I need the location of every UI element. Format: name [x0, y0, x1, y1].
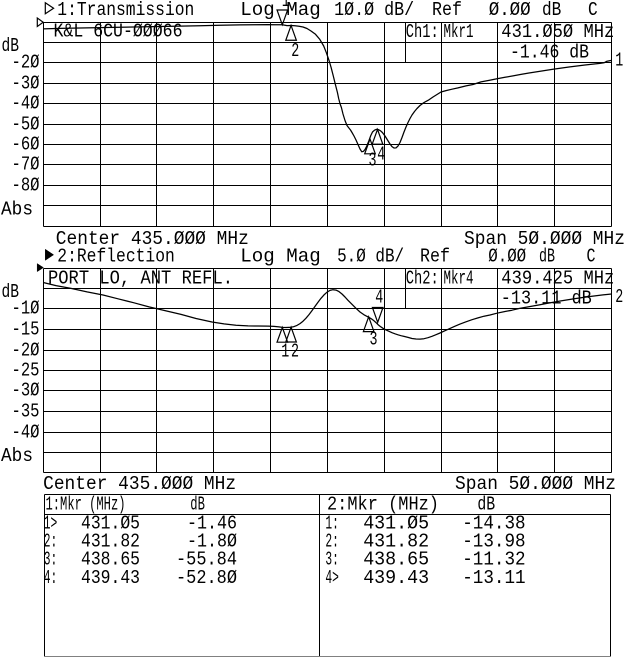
svg-text:-2Ø: -2Ø — [12, 52, 40, 74]
svg-text:439.425 MHz: 439.425 MHz — [501, 268, 614, 290]
svg-text:3: 3 — [370, 329, 378, 351]
svg-text:C: C — [587, 246, 596, 268]
svg-text:431.Ø5Ø MHz: 431.Ø5Ø MHz — [501, 21, 614, 43]
svg-text:1:Transmission: 1:Transmission — [57, 0, 194, 21]
svg-text:dB: dB — [2, 281, 20, 303]
svg-text:3: 3 — [369, 150, 377, 172]
svg-text:dB: dB — [477, 494, 495, 516]
svg-text:-1Ø: -1Ø — [12, 298, 40, 320]
svg-text:dB: dB — [539, 246, 555, 268]
svg-text:-52.8Ø: -52.8Ø — [176, 567, 237, 589]
svg-text:Ø.ØØ: Ø.ØØ — [489, 0, 531, 21]
svg-text:-25: -25 — [12, 360, 40, 382]
svg-text:4: 4 — [375, 286, 383, 308]
svg-text:431.Ø5: 431.Ø5 — [363, 513, 429, 535]
svg-text:-5Ø: -5Ø — [12, 114, 40, 136]
svg-text:PORT LO, ANT REFL.: PORT LO, ANT REFL. — [48, 267, 233, 289]
svg-text:4:: 4: — [44, 567, 58, 589]
svg-text:-1.46: -1.46 — [187, 513, 237, 535]
svg-text:1:Mkr (MHz): 1:Mkr (MHz) — [46, 494, 126, 516]
svg-text:3:: 3: — [44, 549, 58, 571]
svg-text:Span 5Ø.ØØØ MHz: Span 5Ø.ØØØ MHz — [455, 473, 616, 495]
svg-text:2:: 2: — [325, 531, 339, 553]
svg-text:K&L 6CU-ØØØ66: K&L 6CU-ØØØ66 — [54, 20, 183, 42]
svg-text:Ch1:: Ch1: — [406, 21, 439, 43]
svg-text:Ch2:: Ch2: — [406, 268, 439, 290]
svg-text:431.Ø5: 431.Ø5 — [81, 513, 140, 535]
svg-text:2:: 2: — [44, 531, 58, 553]
svg-text:431.82: 431.82 — [81, 531, 140, 553]
svg-text:C: C — [588, 0, 598, 21]
svg-text:Abs: Abs — [1, 198, 33, 220]
svg-text:5.Ø dB/: 5.Ø dB/ — [337, 246, 404, 268]
svg-text:2:Reflection: 2:Reflection — [57, 246, 175, 268]
svg-text:-13.98: -13.98 — [462, 531, 525, 553]
svg-text:431.82: 431.82 — [363, 531, 429, 553]
svg-text:-11.32: -11.32 — [462, 549, 525, 571]
svg-text:-35: -35 — [12, 401, 40, 423]
svg-text:-1.46 dB: -1.46 dB — [510, 41, 589, 63]
svg-text:1:: 1: — [325, 513, 339, 535]
svg-text:439.43: 439.43 — [363, 567, 429, 589]
svg-text:1: 1 — [615, 50, 623, 72]
svg-text:1Ø.Ø dB/: 1Ø.Ø dB/ — [334, 0, 414, 21]
svg-text:2: 2 — [291, 341, 299, 363]
svg-text:Center 435.ØØØ MHz: Center 435.ØØØ MHz — [43, 473, 236, 495]
svg-text:dB: dB — [2, 35, 20, 57]
svg-text:dB: dB — [190, 494, 205, 516]
svg-text:-4Ø: -4Ø — [12, 422, 40, 444]
svg-text:-55.84: -55.84 — [176, 549, 237, 571]
svg-text:Span 5Ø.ØØØ MHz: Span 5Ø.ØØØ MHz — [464, 228, 625, 250]
svg-text:2: 2 — [291, 40, 299, 62]
svg-text:Ø.ØØ: Ø.ØØ — [488, 246, 526, 268]
svg-text:-3Ø: -3Ø — [12, 73, 40, 95]
svg-text:Ref: Ref — [432, 0, 462, 21]
svg-text:-8Ø: -8Ø — [12, 175, 40, 197]
svg-text:-7Ø: -7Ø — [12, 154, 40, 176]
svg-text:dB: dB — [542, 0, 561, 21]
svg-text:Center 435.ØØØ MHz: Center 435.ØØØ MHz — [56, 228, 249, 250]
svg-text:-3Ø: -3Ø — [12, 380, 40, 402]
svg-text:4: 4 — [377, 144, 385, 166]
svg-text:-1.8Ø: -1.8Ø — [187, 531, 237, 553]
svg-text:Ref: Ref — [420, 246, 450, 268]
svg-text:Log Mag: Log Mag — [240, 246, 320, 268]
svg-text:Mkr1: Mkr1 — [444, 21, 474, 43]
svg-text:1>: 1> — [44, 513, 58, 535]
svg-text:4>: 4> — [325, 567, 339, 589]
svg-text:Abs: Abs — [1, 445, 33, 467]
svg-text:Mkr4: Mkr4 — [444, 268, 474, 290]
svg-text:438.65: 438.65 — [81, 549, 140, 571]
svg-text:3:: 3: — [325, 549, 339, 571]
svg-text:-14.38: -14.38 — [462, 513, 525, 535]
svg-text:-15: -15 — [12, 319, 40, 341]
svg-text:1: 1 — [282, 0, 290, 12]
svg-text:1: 1 — [281, 341, 289, 363]
svg-text:-2Ø: -2Ø — [12, 340, 40, 362]
svg-text:2:Mkr (MHz): 2:Mkr (MHz) — [327, 494, 439, 516]
svg-text:-4Ø: -4Ø — [12, 93, 40, 115]
svg-text:439.43: 439.43 — [81, 567, 140, 589]
svg-text:-13.11 dB: -13.11 dB — [501, 287, 592, 309]
svg-text:2: 2 — [615, 286, 623, 308]
svg-text:-13.11: -13.11 — [462, 567, 525, 589]
svg-text:438.65: 438.65 — [363, 549, 429, 571]
svg-text:-6Ø: -6Ø — [12, 134, 40, 156]
